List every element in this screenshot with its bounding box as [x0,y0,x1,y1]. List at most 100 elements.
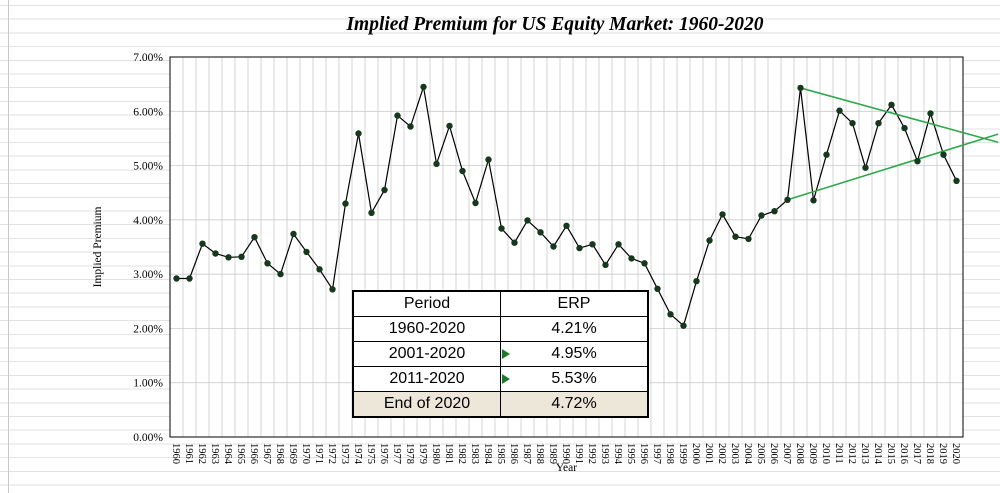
y-tick-label: 7.00% [133,52,163,64]
table-header-erp: ERP [500,290,649,317]
x-tick-label: 1970 [300,443,311,464]
x-tick-label: 2002 [716,443,727,464]
table-header-row: Period ERP [352,290,649,317]
trend-lines [787,87,999,201]
x-tick-label: 1998 [664,443,675,464]
data-point [771,208,778,215]
data-point [316,266,323,273]
data-point [628,255,635,262]
x-tick-label: 2003 [729,443,740,464]
data-point [420,83,427,91]
period-cell: 2001-2020 [352,341,501,367]
table-row: 1960-2020 4.21% [352,316,649,342]
x-tick-label: 1962 [196,443,207,464]
data-point [524,217,531,224]
data-point [758,212,765,219]
erp-table: Period ERP 1960-2020 4.21% 2001-2020 4.9… [352,290,649,418]
data-point [212,250,219,257]
data-point [862,164,869,171]
data-point [784,196,791,203]
table-header-period: Period [352,290,501,317]
x-axis-title: Year [556,462,577,474]
y-tick-label: 2.00% [133,323,163,335]
data-point [433,160,440,168]
x-tick-label: 1975 [365,443,376,464]
data-point [745,235,752,243]
data-point [199,240,206,247]
data-point [914,158,921,165]
x-tick-label: 1965 [235,443,246,464]
x-tick-label: 2006 [768,443,779,464]
erp-cell: 5.53% [500,366,649,392]
data-point [485,156,492,163]
x-tick-label: 1972 [326,443,337,464]
x-tick-label: 2019 [937,443,948,464]
x-tick-label: 2010 [820,443,831,464]
data-point [810,197,817,204]
x-tick-label: 1993 [599,443,610,464]
x-tick-label: 2017 [911,443,922,464]
data-point [277,270,284,278]
x-tick-label: 2012 [846,443,857,464]
x-tick-label: 1980 [430,443,441,464]
erp-summary-table: Period ERP 1960-2020 4.21% 2001-2020 4.9… [352,290,649,418]
data-point [186,275,193,282]
x-axis-tick-labels: 1960 1961 1962 1963 1964 1965 1966 1967 1968 1969… [170,443,961,465]
comment-flag-icon [502,349,510,359]
x-tick-label: 1997 [651,443,662,464]
x-tick-label: 1974 [352,443,363,465]
data-point [225,254,232,261]
data-point [537,229,544,236]
x-tick-label: 1981 [443,443,454,464]
x-tick-label: 2008 [794,443,805,464]
data-point [680,322,687,329]
comment-flag-icon [502,374,510,384]
data-point [329,286,336,293]
x-tick-label: 1989 [547,443,558,464]
data-point [303,248,310,256]
x-tick-label: 1995 [625,443,636,464]
x-tick-label: 1976 [378,443,389,464]
y-axis-title: Implied Premium [92,207,104,288]
data-point [576,244,583,252]
data-point [693,278,700,285]
period-cell: End of 2020 [352,391,501,418]
data-point-markers [173,83,960,329]
x-tick-label: 1982 [456,443,467,464]
x-tick-label: 2000 [690,443,701,464]
data-point [381,186,388,194]
y-tick-label: 1.00% [133,378,163,390]
x-tick-label: 2014 [872,443,883,465]
erp-cell: 4.72% [500,391,649,418]
y-tick-label: 6.00% [133,106,163,118]
y-tick-label: 0.00% [133,432,163,444]
x-tick-label: 1987 [521,443,532,464]
x-tick-label: 1960 [170,443,181,464]
x-tick-label: 2007 [781,443,792,464]
x-tick-label: 2016 [898,443,909,464]
data-point [654,285,661,292]
x-tick-label: 1984 [482,443,493,465]
data-point [368,209,375,216]
table-row: 2011-2020 5.53% [352,366,649,392]
data-point [563,222,570,229]
data-point [550,243,557,250]
x-tick-label: 1967 [261,443,272,464]
x-tick-label: 2015 [885,443,896,464]
data-point [797,84,804,92]
data-point [589,241,596,248]
x-tick-label: 1969 [287,443,298,464]
x-tick-label: 2004 [742,443,753,465]
data-point [719,211,726,218]
data-point [836,107,843,114]
x-tick-label: 1966 [248,443,259,464]
erp-value: 4.95% [551,345,597,362]
y-tick-label: 5.00% [133,161,163,173]
data-point [511,239,518,246]
data-point [459,167,466,175]
erp-cell: 4.95% [500,341,649,367]
x-tick-label: 1991 [573,443,584,464]
x-tick-label: 2013 [859,443,870,464]
data-point [849,120,856,127]
x-tick-label: 1988 [534,443,545,464]
